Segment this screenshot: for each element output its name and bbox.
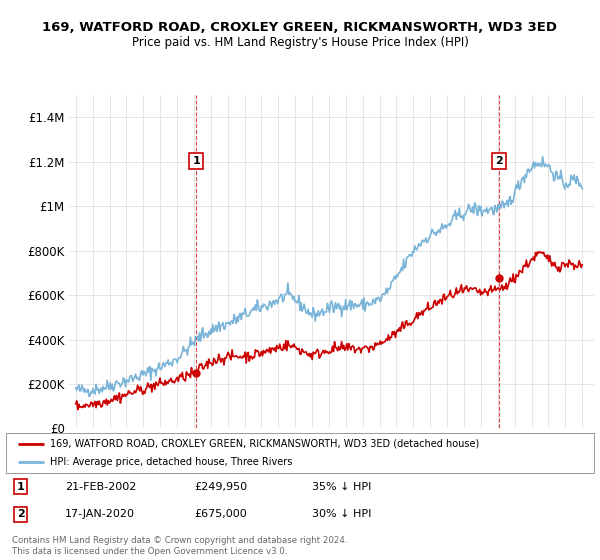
- Text: 21-FEB-2002: 21-FEB-2002: [65, 482, 136, 492]
- Text: Contains HM Land Registry data © Crown copyright and database right 2024.
This d: Contains HM Land Registry data © Crown c…: [12, 536, 347, 556]
- Text: £675,000: £675,000: [194, 510, 247, 519]
- Text: 35% ↓ HPI: 35% ↓ HPI: [312, 482, 371, 492]
- Text: 1: 1: [17, 482, 25, 492]
- Text: £249,950: £249,950: [194, 482, 247, 492]
- Text: Price paid vs. HM Land Registry's House Price Index (HPI): Price paid vs. HM Land Registry's House …: [131, 36, 469, 49]
- Text: HPI: Average price, detached house, Three Rivers: HPI: Average price, detached house, Thre…: [50, 458, 292, 467]
- Text: 169, WATFORD ROAD, CROXLEY GREEN, RICKMANSWORTH, WD3 3ED (detached house): 169, WATFORD ROAD, CROXLEY GREEN, RICKMA…: [50, 439, 479, 449]
- Text: 2: 2: [17, 510, 25, 519]
- Text: 17-JAN-2020: 17-JAN-2020: [65, 510, 135, 519]
- Text: 169, WATFORD ROAD, CROXLEY GREEN, RICKMANSWORTH, WD3 3ED: 169, WATFORD ROAD, CROXLEY GREEN, RICKMA…: [43, 21, 557, 34]
- Text: 30% ↓ HPI: 30% ↓ HPI: [312, 510, 371, 519]
- Text: 2: 2: [495, 156, 502, 166]
- Text: 1: 1: [192, 156, 200, 166]
